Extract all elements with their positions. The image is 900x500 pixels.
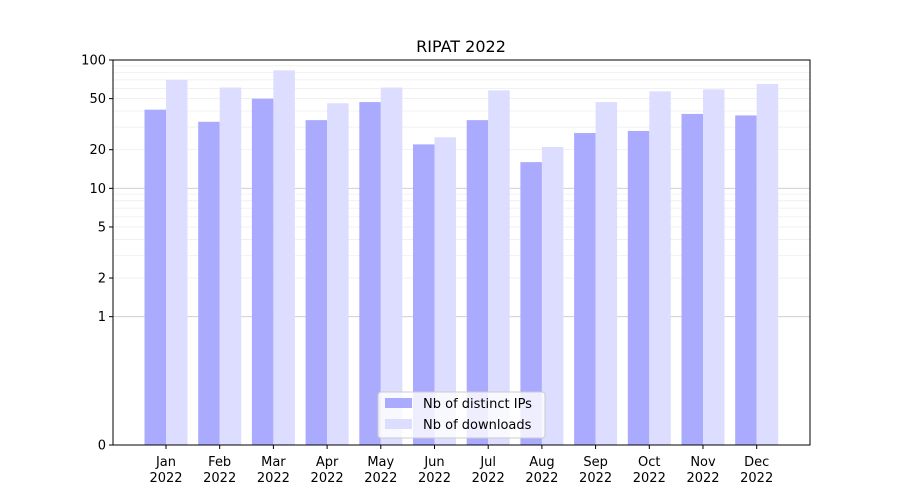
- x-tick-label: Jun 2022: [418, 455, 451, 486]
- bar-downloads: [380, 87, 403, 445]
- bar-downloads: [703, 89, 725, 446]
- x-tick-label: Dec 2022: [740, 455, 773, 486]
- bar-downloads: [756, 84, 779, 445]
- y-tick-label: 5: [98, 220, 106, 235]
- legend-label: Nb of distinct IPs: [423, 397, 532, 412]
- legend-label: Nb of downloads: [423, 418, 532, 433]
- x-tick-label: Aug 2022: [525, 455, 558, 486]
- y-tick-label: 100: [81, 54, 106, 69]
- bar-distinct-ips: [681, 113, 703, 446]
- bar-downloads: [649, 91, 671, 445]
- x-tick-label: Jan 2022: [149, 455, 182, 486]
- bar-distinct-ips: [413, 144, 435, 445]
- bar-distinct-ips: [520, 162, 542, 445]
- bar-downloads: [488, 90, 510, 445]
- bar-distinct-ips: [359, 102, 381, 445]
- x-tick-label: Jul 2022: [472, 455, 505, 486]
- bar-distinct-ips: [305, 120, 328, 446]
- bar-distinct-ips: [144, 109, 166, 445]
- bar-distinct-ips: [735, 115, 757, 445]
- bar-distinct-ips: [574, 132, 596, 446]
- bar-downloads: [541, 146, 564, 445]
- y-axis-ticks: 0 1 2 5 10 20 50 100: [81, 54, 113, 454]
- y-tick-label: 0: [98, 439, 106, 454]
- x-tick-label: Nov 2022: [686, 455, 719, 486]
- bar-downloads: [273, 70, 295, 445]
- legend: Nb of distinct IPs Nb of downloads: [377, 391, 546, 439]
- bar-distinct-ips: [627, 130, 650, 445]
- bars: [144, 70, 779, 446]
- x-tick-label: Sep 2022: [579, 455, 612, 486]
- x-tick-label: Feb 2022: [203, 455, 236, 486]
- y-tick-label: 1: [98, 310, 106, 325]
- y-tick-label: 2: [98, 272, 106, 287]
- bar-downloads: [434, 137, 456, 446]
- bar-distinct-ips: [251, 98, 274, 446]
- bar-downloads: [327, 103, 349, 445]
- legend-box: [377, 391, 546, 439]
- x-tick-label: May 2022: [364, 455, 397, 486]
- legend-swatch: [385, 419, 412, 429]
- x-tick-label: Mar 2022: [257, 455, 290, 486]
- bar-downloads: [219, 87, 242, 445]
- bar-downloads: [595, 102, 618, 445]
- bar-distinct-ips: [466, 120, 489, 446]
- y-tick-label: 10: [89, 182, 106, 197]
- y-tick-label: 50: [89, 92, 106, 107]
- bar-distinct-ips: [198, 121, 220, 445]
- legend-swatch: [385, 398, 412, 408]
- plot-frame: [112, 59, 811, 446]
- y-tick-label: 20: [89, 143, 106, 158]
- x-tick-label: Oct 2022: [633, 455, 666, 486]
- bar-downloads: [166, 79, 188, 445]
- chart-title: RIPAT 2022: [416, 37, 506, 56]
- x-tick-label: Apr 2022: [311, 455, 344, 486]
- x-axis-ticks: Jan 2022 Feb 2022 Mar 2022 Apr 2022 May 2022 Jun 20…: [149, 445, 773, 486]
